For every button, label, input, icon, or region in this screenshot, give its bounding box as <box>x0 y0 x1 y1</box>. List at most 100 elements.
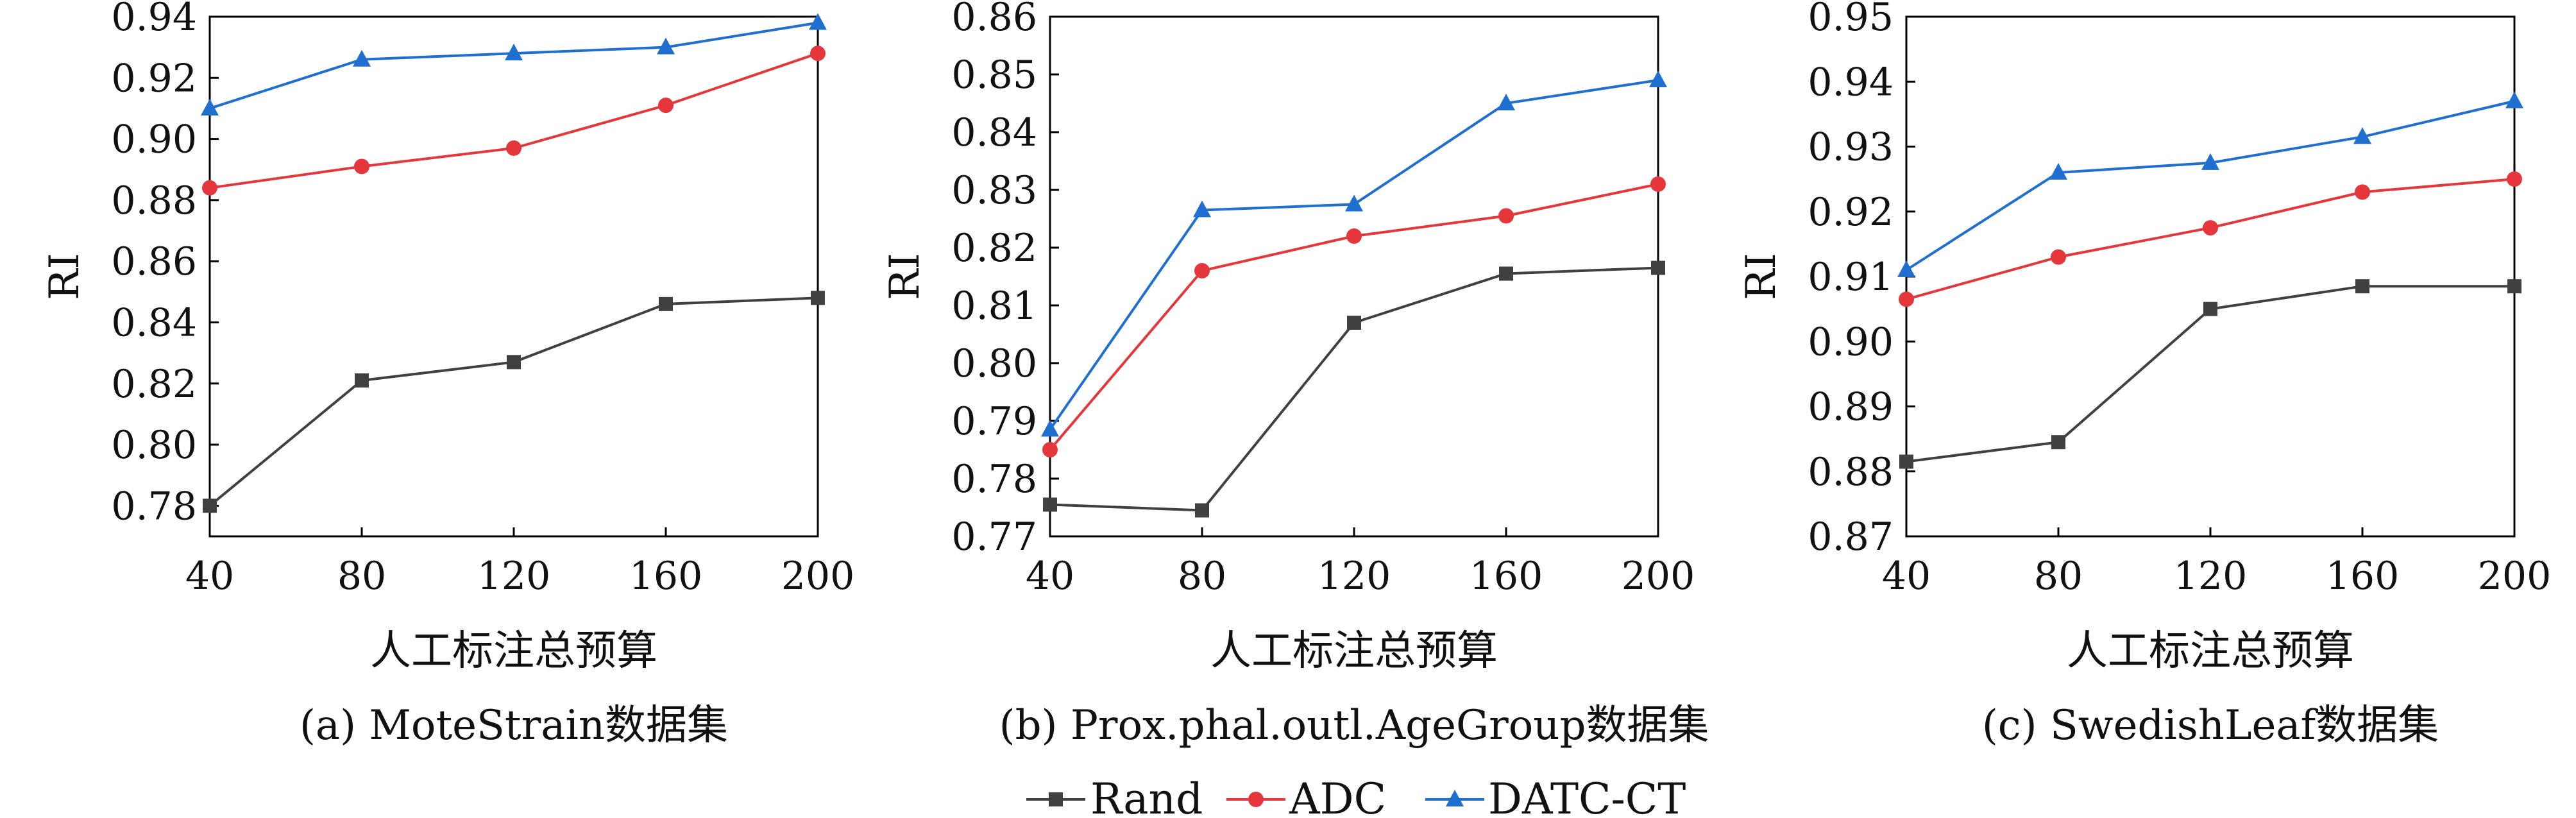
y-tick-label: 0.87 <box>1808 515 1894 559</box>
data-point <box>1649 71 1667 87</box>
y-axis-label: RI <box>881 253 929 300</box>
series-rand <box>1899 279 2521 469</box>
data-point <box>2203 302 2217 316</box>
data-point <box>1041 420 1059 437</box>
x-tick-label: 40 <box>1026 554 1074 599</box>
y-tick-label: 0.90 <box>111 117 197 162</box>
y-tick-label: 0.80 <box>951 341 1037 386</box>
y-tick-label: 0.78 <box>951 457 1037 502</box>
x-axis-label: 人工标注总预算 <box>2067 627 2354 675</box>
legend-label: ADC <box>1289 774 1386 818</box>
data-point <box>1195 503 1209 518</box>
data-point <box>1899 454 1913 469</box>
y-tick-label: 0.89 <box>1808 385 1894 430</box>
legend-marker <box>1049 792 1063 806</box>
data-point <box>1043 497 1057 512</box>
x-tick-label: 120 <box>2174 554 2248 599</box>
y-tick-label: 0.85 <box>951 53 1037 98</box>
x-tick-label: 160 <box>2326 554 2400 599</box>
data-point <box>810 46 826 62</box>
chart-panel-2: 0.77 0.78 0.79 0.80 0.81 0.82 0.83 0.84 0.85 0.86… <box>881 0 1709 749</box>
series-rand <box>203 291 825 513</box>
y-tick-label: 0.86 <box>111 239 197 284</box>
y-tick-label: 0.91 <box>1808 255 1894 300</box>
data-point <box>1651 260 1665 275</box>
y-tick-label: 0.79 <box>951 399 1037 444</box>
data-point <box>2507 279 2521 294</box>
data-point <box>1498 208 1514 224</box>
data-point <box>1897 260 1915 277</box>
y-tick-label: 0.92 <box>1808 190 1894 235</box>
x-tick-label: 200 <box>781 554 855 599</box>
data-point <box>2051 435 2065 450</box>
x-tick-label: 120 <box>477 554 551 599</box>
y-tick-label: 0.86 <box>951 0 1037 40</box>
data-point <box>1042 442 1058 457</box>
series-line <box>1905 99 2515 271</box>
plot-frame <box>1905 15 2516 538</box>
panel-caption: (b) Prox.phal.outl.AgeGroup数据集 <box>999 702 1709 749</box>
data-point <box>2051 249 2066 265</box>
data-point <box>202 180 217 196</box>
y-tick-label: 0.77 <box>951 515 1037 559</box>
data-point <box>1899 291 1914 307</box>
x-axis-label: 人工标注总预算 <box>1210 627 1498 675</box>
series-rand <box>1043 260 1665 518</box>
series-line <box>209 21 818 110</box>
chart-panel-1: 0.78 0.80 0.82 0.84 0.86 0.88 0.90 0.92 0.94 40 80… <box>41 0 854 749</box>
data-point <box>1650 176 1666 192</box>
y-tick-label: 0.93 <box>1808 125 1894 170</box>
data-point <box>1499 266 1513 281</box>
x-tick-label: 40 <box>1882 554 1931 599</box>
chart-panel-3: 0.87 0.88 0.89 0.90 0.91 0.92 0.93 0.94 0.95 40 80… <box>1738 0 2551 749</box>
y-tick-label: 0.94 <box>111 0 197 40</box>
panel-caption: (a) MoteStrain数据集 <box>300 702 728 749</box>
data-point <box>2203 220 2218 236</box>
data-point <box>2201 153 2219 170</box>
series-line <box>208 296 818 507</box>
plot-frame <box>208 15 819 538</box>
series-datc-ct <box>201 13 827 115</box>
legend-label: Rand <box>1090 774 1203 818</box>
x-tick-label: 200 <box>1622 554 1695 599</box>
legend-label: DATC-CT <box>1488 774 1686 818</box>
y-axis-label: RI <box>1738 253 1785 300</box>
data-point <box>2049 163 2067 180</box>
data-point <box>507 355 521 370</box>
data-point <box>354 158 369 175</box>
data-point <box>2355 184 2370 200</box>
panel-caption: (c) SwedishLeaf数据集 <box>1982 702 2439 749</box>
y-tick-label: 0.88 <box>111 178 197 223</box>
data-point <box>355 373 369 388</box>
x-tick-label: 80 <box>337 554 386 599</box>
series-datc-ct <box>1041 71 1667 437</box>
legend: Rand ADC DATC-CT <box>1026 774 1686 818</box>
y-tick-label: 0.94 <box>1808 60 1894 105</box>
series-line <box>1049 266 1659 512</box>
series-adc <box>1042 176 1666 457</box>
y-tick-label: 0.80 <box>111 423 197 468</box>
data-point <box>1346 228 1362 244</box>
series-adc <box>202 46 826 196</box>
y-tick-label: 0.90 <box>1808 320 1894 364</box>
y-tick-label: 0.82 <box>111 362 197 407</box>
y-tick-label: 0.81 <box>951 284 1037 328</box>
data-point <box>506 140 521 156</box>
series-line <box>209 52 818 189</box>
legend-item-datc-ct: DATC-CT <box>1425 774 1686 818</box>
data-point <box>2505 91 2523 108</box>
y-tick-label: 0.83 <box>951 168 1037 213</box>
data-point <box>505 44 523 61</box>
y-axis-label: RI <box>41 253 89 300</box>
data-point <box>1497 94 1515 110</box>
series-adc <box>1899 171 2522 307</box>
chart-panels: 0.78 0.80 0.82 0.84 0.86 0.88 0.90 0.92 0.94 40 80… <box>41 0 2551 749</box>
y-tick-label: 0.84 <box>111 300 197 345</box>
data-point <box>203 498 217 513</box>
data-point <box>2507 171 2522 187</box>
data-point <box>2353 127 2371 144</box>
y-tick-label: 0.78 <box>111 484 197 529</box>
data-point <box>1193 200 1211 217</box>
data-point <box>657 37 675 55</box>
